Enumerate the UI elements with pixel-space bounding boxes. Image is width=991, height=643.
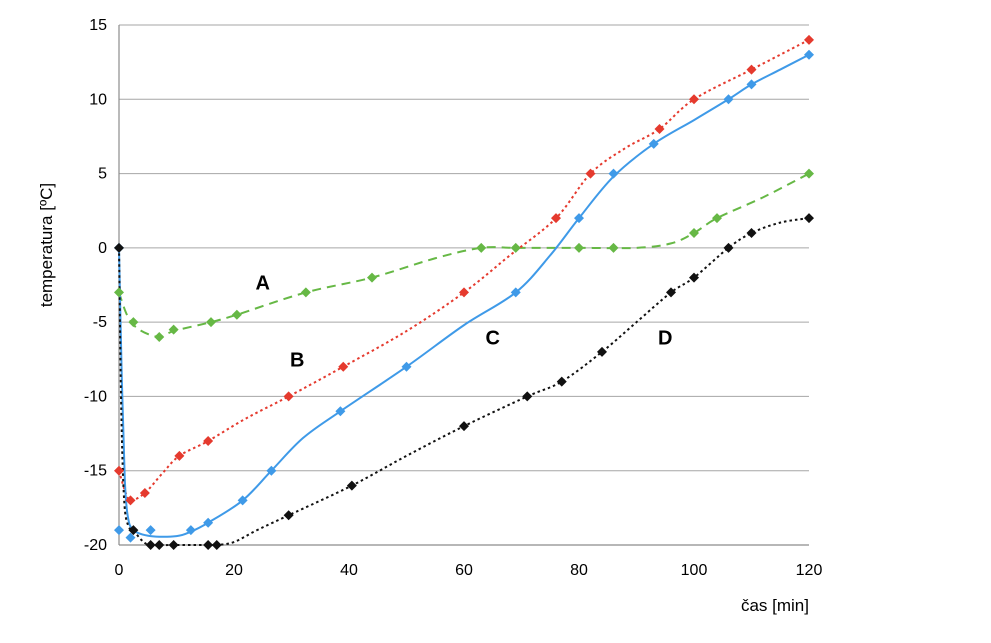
series-line-b <box>118 38 810 502</box>
series-marker-c <box>237 495 248 506</box>
series-marker-c <box>723 94 734 105</box>
series-marker-a <box>574 242 584 253</box>
series-marker-d <box>746 228 757 238</box>
y-tick-label: -10 <box>84 388 107 405</box>
series-marker-c <box>114 525 124 536</box>
series-line-d <box>118 217 810 547</box>
series-marker-c <box>266 465 277 476</box>
x-tick-labels: 0 20 40 60 80 100 120 <box>115 562 823 579</box>
series-marker-a <box>608 242 619 253</box>
x-tick-label: 0 <box>115 562 124 579</box>
series-marker-c <box>125 532 136 543</box>
series-marker-d <box>168 540 179 550</box>
series-marker-c <box>648 138 659 149</box>
series-marker-b <box>174 450 185 461</box>
series-marker-a <box>114 287 124 298</box>
series-marker-d <box>145 540 156 550</box>
series-marker-d <box>211 540 222 550</box>
series-marker-d <box>556 376 567 387</box>
series-marker-a <box>206 317 216 328</box>
series-marker-c <box>608 168 619 179</box>
series-markers <box>114 34 814 550</box>
series-marker-b <box>654 124 665 134</box>
axes <box>118 25 809 546</box>
x-tick-label: 20 <box>225 562 243 579</box>
series-label-b: B <box>290 350 304 372</box>
series-line-c <box>118 53 810 538</box>
series-marker-a <box>367 272 377 283</box>
series-marker-d <box>723 242 734 253</box>
series-marker-d <box>154 540 165 550</box>
series-marker-b <box>125 495 136 506</box>
series-marker-c <box>746 79 757 90</box>
y-tick-labels: -20 -15 -10 -5 0 5 10 15 <box>84 17 107 554</box>
series-marker-b <box>689 94 699 105</box>
series-marker-b <box>203 436 214 446</box>
series-line-a <box>118 172 810 338</box>
y-tick-label: 0 <box>98 240 107 257</box>
series-marker-d <box>459 421 469 432</box>
series-marker-c <box>145 525 156 536</box>
y-tick-label: 5 <box>98 166 107 183</box>
series-annotations: A B C D <box>256 272 673 371</box>
y-tick-label: 15 <box>89 17 107 34</box>
series-marker-a <box>231 309 242 320</box>
series-marker-a <box>300 287 311 298</box>
series-marker-c <box>203 517 214 528</box>
series-marker-c <box>185 525 196 536</box>
series-marker-b <box>338 361 349 372</box>
x-tick-label: 40 <box>340 562 358 579</box>
series-marker-c <box>401 361 412 372</box>
series-marker-a <box>804 168 814 179</box>
series-marker-d <box>666 287 676 298</box>
series-marker-d <box>203 540 214 550</box>
series-marker-c <box>335 406 346 417</box>
x-tick-label: 60 <box>455 562 473 579</box>
gridlines <box>119 24 809 472</box>
series-marker-a <box>510 242 521 253</box>
series-marker-c <box>804 49 814 60</box>
series-marker-b <box>746 64 757 75</box>
y-tick-label: 10 <box>89 91 107 108</box>
series-marker-a <box>128 317 139 328</box>
series-marker-b <box>459 287 469 298</box>
x-axis-title: čas [min] <box>741 596 809 615</box>
series-label-a: A <box>256 272 270 294</box>
series-marker-b <box>804 34 814 45</box>
series-marker-a <box>689 228 699 238</box>
series-marker-d <box>804 213 814 224</box>
x-tick-label: 120 <box>796 562 823 579</box>
series-marker-d <box>689 272 699 283</box>
series-marker-a <box>168 324 179 335</box>
series-marker-a <box>476 242 487 253</box>
x-tick-label: 80 <box>570 562 588 579</box>
series-label-d: D <box>658 327 672 349</box>
series-marker-d <box>346 480 357 491</box>
y-tick-label: -5 <box>93 314 107 331</box>
y-axis-title: temperatura [ºC] <box>37 183 56 307</box>
series-marker-d <box>522 391 533 402</box>
y-tick-label: -15 <box>84 463 107 480</box>
series-marker-c <box>510 287 521 298</box>
series-marker-c <box>574 213 584 224</box>
y-tick-label: -20 <box>84 537 107 554</box>
series-marker-d <box>114 242 124 253</box>
series-marker-b <box>139 488 150 498</box>
series-marker-b <box>114 465 124 476</box>
series-marker-b <box>551 213 561 224</box>
series-marker-d <box>128 525 139 536</box>
x-tick-label: 100 <box>681 562 708 579</box>
series-marker-b <box>585 168 596 179</box>
series-marker-a <box>154 332 165 342</box>
series-marker-a <box>712 213 722 224</box>
series-marker-d <box>283 510 294 521</box>
series-marker-d <box>597 346 607 357</box>
series-label-c: C <box>486 327 500 349</box>
series-marker-b <box>283 391 294 402</box>
